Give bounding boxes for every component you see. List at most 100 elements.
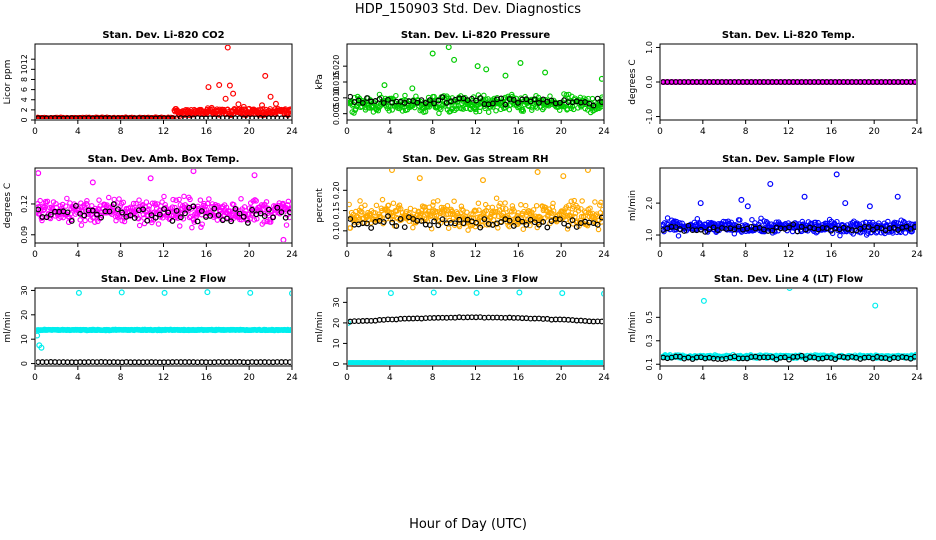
chart-title: Stan. Dev. Li-820 Temp. (722, 30, 855, 41)
data-point (598, 199, 603, 206)
y-tick-label: 0.09 (20, 226, 29, 244)
data-point (474, 63, 481, 70)
data-point (681, 228, 688, 234)
data-point (133, 200, 139, 207)
y-tick-label: 10 (20, 64, 29, 74)
data-point (355, 97, 362, 104)
data-point (913, 79, 916, 85)
data-point (536, 100, 542, 106)
data-point (738, 196, 745, 203)
data-point (159, 199, 165, 205)
data-point (402, 92, 408, 99)
data-point (445, 45, 452, 51)
data-point (566, 202, 572, 209)
y-tick-label: 4 (20, 97, 29, 102)
data-point (77, 217, 83, 223)
data-point (177, 214, 184, 221)
data-point (710, 224, 717, 231)
y-tick-label: 0.0 (645, 76, 654, 89)
data-point (418, 210, 425, 217)
x-tick-label: 20 (868, 373, 880, 383)
plot-points (348, 45, 603, 117)
data-point (47, 211, 54, 218)
data-point (65, 219, 72, 226)
data-point (224, 45, 231, 51)
y-tick-label: 1.0 (645, 229, 654, 242)
data-point (464, 209, 470, 215)
x-tick-label: 0 (344, 250, 350, 260)
y-tick-label: 6 (20, 87, 29, 92)
data-point (598, 214, 603, 221)
x-tick-label: 4 (700, 373, 706, 383)
data-point (434, 198, 441, 204)
x-tick-label: 12 (158, 127, 169, 137)
data-point (536, 221, 542, 228)
data-point (120, 199, 127, 206)
data-point (274, 204, 281, 211)
x-tick-label: 20 (243, 373, 255, 383)
y-axis-label: kPa (315, 74, 325, 90)
data-point (542, 69, 549, 76)
data-point (517, 59, 524, 66)
data-point (351, 219, 358, 225)
data-point (175, 215, 181, 221)
data-point (600, 206, 603, 213)
data-point (286, 209, 291, 216)
data-point (222, 95, 229, 102)
data-point (208, 104, 215, 111)
data-point (261, 213, 268, 219)
y-tick-label: 10 (332, 338, 341, 348)
data-point (476, 207, 482, 213)
x-tick-label: 8 (743, 373, 749, 383)
data-point (498, 219, 505, 225)
data-point (589, 95, 596, 102)
data-point (481, 216, 488, 223)
data-point (510, 97, 517, 103)
y-tick-label: 1.0 (645, 41, 654, 54)
data-point (460, 220, 467, 227)
data-point (389, 107, 395, 113)
y-tick-label: 0.5 (645, 311, 654, 324)
y-axis-label: degrees C (3, 183, 13, 228)
data-point (823, 225, 830, 232)
data-point (435, 222, 442, 229)
data-point (38, 215, 45, 221)
data-point (744, 203, 751, 210)
data-point (798, 223, 805, 230)
data-point (380, 219, 387, 225)
data-point (115, 206, 121, 213)
data-point (143, 199, 150, 205)
chart-title: Stan. Dev. Li-820 CO2 (102, 30, 224, 41)
data-point (286, 359, 291, 365)
x-tick-label: 12 (783, 250, 794, 260)
data-point (572, 210, 579, 217)
y-tick-label: 0.020 (332, 55, 341, 78)
data-point (548, 218, 555, 225)
data-point (176, 223, 183, 229)
x-tick-label: 16 (201, 250, 213, 260)
data-point (675, 233, 682, 239)
data-point (786, 356, 792, 363)
data-point (781, 354, 788, 361)
data-point (842, 200, 849, 207)
page-title: HDP_150903 Std. Dev. Diagnostics (354, 2, 582, 17)
data-point (201, 200, 207, 207)
data-point (489, 100, 496, 107)
x-tick-label: 12 (470, 373, 481, 383)
data-point (251, 172, 258, 179)
data-point (64, 209, 71, 216)
data-point (559, 290, 566, 297)
data-point (288, 107, 291, 114)
x-tick-label: 20 (868, 250, 880, 260)
data-point (232, 206, 239, 212)
x-tick-label: 12 (470, 127, 481, 137)
data-point (68, 218, 75, 224)
x-tick-label: 0 (32, 373, 38, 383)
data-point (393, 92, 399, 99)
data-point (283, 222, 290, 228)
data-point (359, 100, 366, 106)
data-point (197, 106, 204, 113)
data-point (194, 218, 201, 225)
